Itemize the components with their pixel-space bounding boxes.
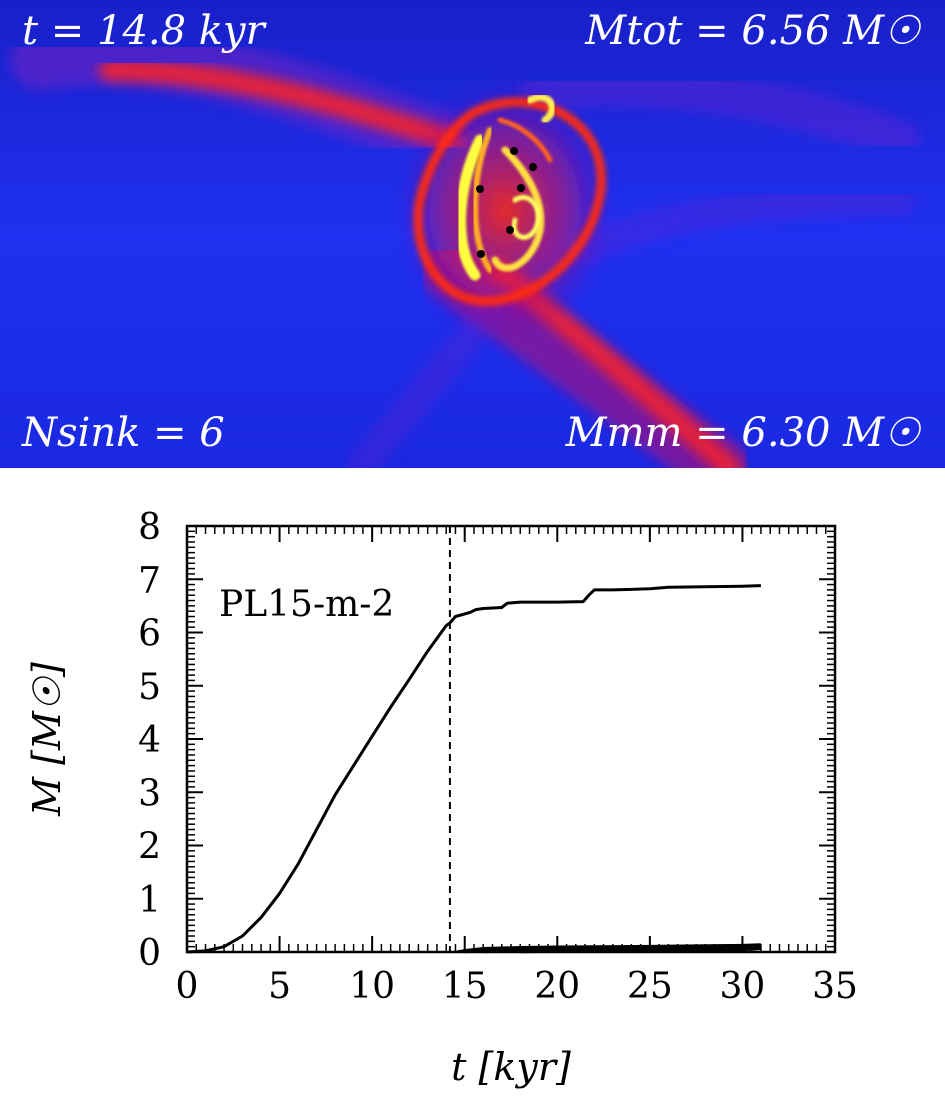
spiral-disk (413, 94, 606, 306)
sink-particle (510, 147, 518, 155)
y-tick-label: 7 (138, 560, 161, 601)
tick-labels: 0 5 10 15 20 25 30 35 0 1 2 3 4 5 6 7 8 (138, 507, 858, 1007)
y-tick-label: 4 (138, 720, 161, 761)
sink-count-label: Nsink = 6 (21, 410, 225, 456)
x-tick-label: 35 (812, 966, 858, 1007)
time-label: t = 14.8 kyr (22, 8, 268, 54)
sink-particles (476, 147, 537, 258)
y-tick-label: 5 (138, 667, 161, 708)
y-tick-label: 3 (138, 773, 161, 814)
y-tick-label: 2 (138, 827, 161, 868)
x-tick-label: 10 (349, 966, 395, 1007)
total-mass-label: Mtot = 6.56 M☉ (584, 8, 922, 54)
x-tick-label: 15 (442, 966, 488, 1007)
y-tick-label: 8 (138, 507, 161, 548)
y-tick-label: 1 (138, 880, 161, 921)
y-tick-label: 6 (138, 614, 161, 655)
x-tick-label: 30 (720, 966, 766, 1007)
run-label: PL15-m-2 (219, 584, 394, 625)
series-lines (186, 584, 762, 954)
y-axis-label: M [M☉] (25, 662, 69, 817)
x-tick-label: 25 (627, 966, 673, 1007)
mass-time-chart: 0 5 10 15 20 25 30 35 0 1 2 3 4 5 6 7 8 PL15-m-2 t [kyr]… (25, 507, 858, 1089)
density-snapshot: t = 14.8 kyr Mtot = 6.56 M☉ Nsink = 6 Mm… (0, 0, 945, 468)
sink-particle (529, 163, 537, 171)
x-tick-label: 5 (268, 966, 291, 1007)
x-tick-label: 0 (176, 966, 199, 1007)
sink-particle (476, 185, 484, 193)
y-tick-label: 0 (138, 933, 161, 974)
most-massive-label: Mmm = 6.30 M☉ (565, 410, 922, 456)
sink-mass-line-1 (186, 584, 761, 954)
x-axis-label: t [kyr] (451, 1045, 571, 1089)
sink-particle (506, 226, 514, 234)
x-tick-label: 20 (534, 966, 580, 1007)
sink-particle (477, 250, 485, 258)
plot-frame (185, 524, 837, 954)
sink-particle (517, 184, 525, 192)
